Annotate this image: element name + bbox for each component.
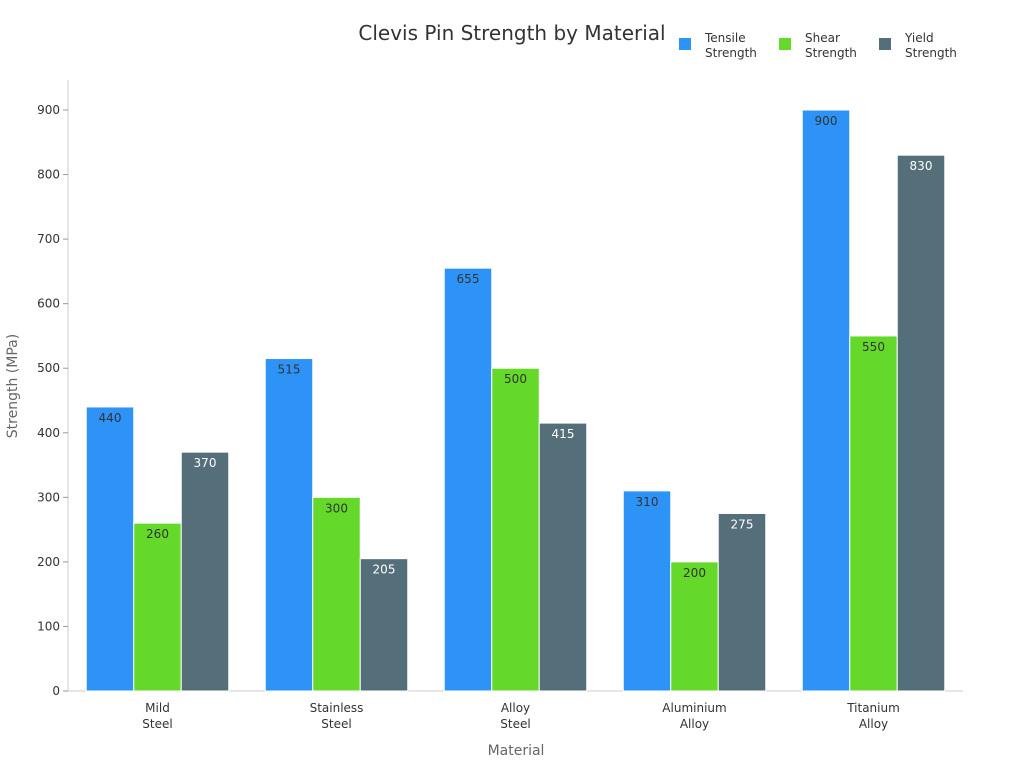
legend: Tensile Strength Shear Strength Yield Strengt…	[679, 31, 957, 60]
y-tick-label: 400	[37, 426, 60, 440]
y-tick-label: 100	[37, 619, 60, 633]
bar[interactable]	[849, 335, 898, 692]
bar-value-label: 275	[731, 517, 754, 531]
bar-value-label: 655	[457, 272, 480, 286]
y-tick-label: 500	[37, 361, 60, 375]
chart-title: Clevis Pin Strength by Material	[358, 21, 665, 45]
bar[interactable]	[622, 490, 672, 692]
x-tick-label: Mild Steel	[142, 701, 172, 731]
bar[interactable]	[264, 358, 314, 692]
y-tick-label: 0	[52, 684, 60, 698]
bar[interactable]	[896, 154, 946, 692]
x-tick-label: Aluminium Alloy	[662, 701, 726, 731]
bar-value-label: 415	[552, 427, 575, 441]
legend-swatch	[679, 38, 691, 50]
y-axis-label: Strength (MPa)	[5, 334, 21, 438]
bar-value-label: 550	[862, 340, 885, 354]
bar-value-label: 205	[373, 563, 396, 577]
legend-swatch	[779, 38, 791, 50]
legend-label: Tensile Strength	[704, 31, 757, 60]
y-tick-label: 600	[37, 297, 60, 311]
bar[interactable]	[491, 367, 540, 692]
legend-swatch	[879, 38, 891, 50]
bar-value-label: 310	[636, 495, 659, 509]
y-tick-label: 200	[37, 555, 60, 569]
bar-value-label: 200	[683, 566, 706, 580]
x-axis-label: Material	[488, 743, 545, 759]
bar[interactable]	[801, 109, 851, 692]
legend-label: Yield Strength	[904, 31, 957, 60]
x-tick-label: Stainless Steel	[310, 701, 364, 731]
bar[interactable]	[359, 558, 409, 692]
bar[interactable]	[670, 561, 719, 692]
bars: 440 260 370 515 300 205 655 500 415 310 200 275 900 5…	[85, 109, 946, 692]
bar-value-label: 515	[278, 363, 301, 377]
bar[interactable]	[133, 522, 182, 692]
bar[interactable]	[538, 422, 588, 692]
x-tick-label: Titanium Alloy	[846, 701, 900, 731]
y-tick-label: 700	[37, 232, 60, 246]
bar[interactable]	[85, 406, 135, 692]
y-axis: 0 100 200 300 400 500 600 700 800 900	[37, 80, 69, 698]
legend-label: Shear Strength	[805, 31, 857, 60]
x-tick-label: Alloy Steel	[500, 701, 530, 731]
bar[interactable]	[443, 267, 493, 692]
bar-value-label: 300	[325, 501, 348, 515]
x-axis: Mild Steel Stainless Steel Alloy Steel Alumini…	[68, 690, 963, 731]
bar-value-label: 500	[504, 372, 527, 386]
bar-value-label: 260	[146, 527, 169, 541]
bar-value-label: 440	[99, 411, 122, 425]
bar[interactable]	[717, 512, 767, 692]
y-tick-label: 300	[37, 490, 60, 504]
bar[interactable]	[312, 496, 361, 692]
bar-value-label: 830	[910, 159, 933, 173]
bar[interactable]	[180, 451, 230, 692]
bar-value-label: 370	[194, 456, 217, 470]
y-tick-label: 900	[37, 103, 60, 117]
y-tick-label: 800	[37, 168, 60, 182]
bar-value-label: 900	[815, 114, 838, 128]
